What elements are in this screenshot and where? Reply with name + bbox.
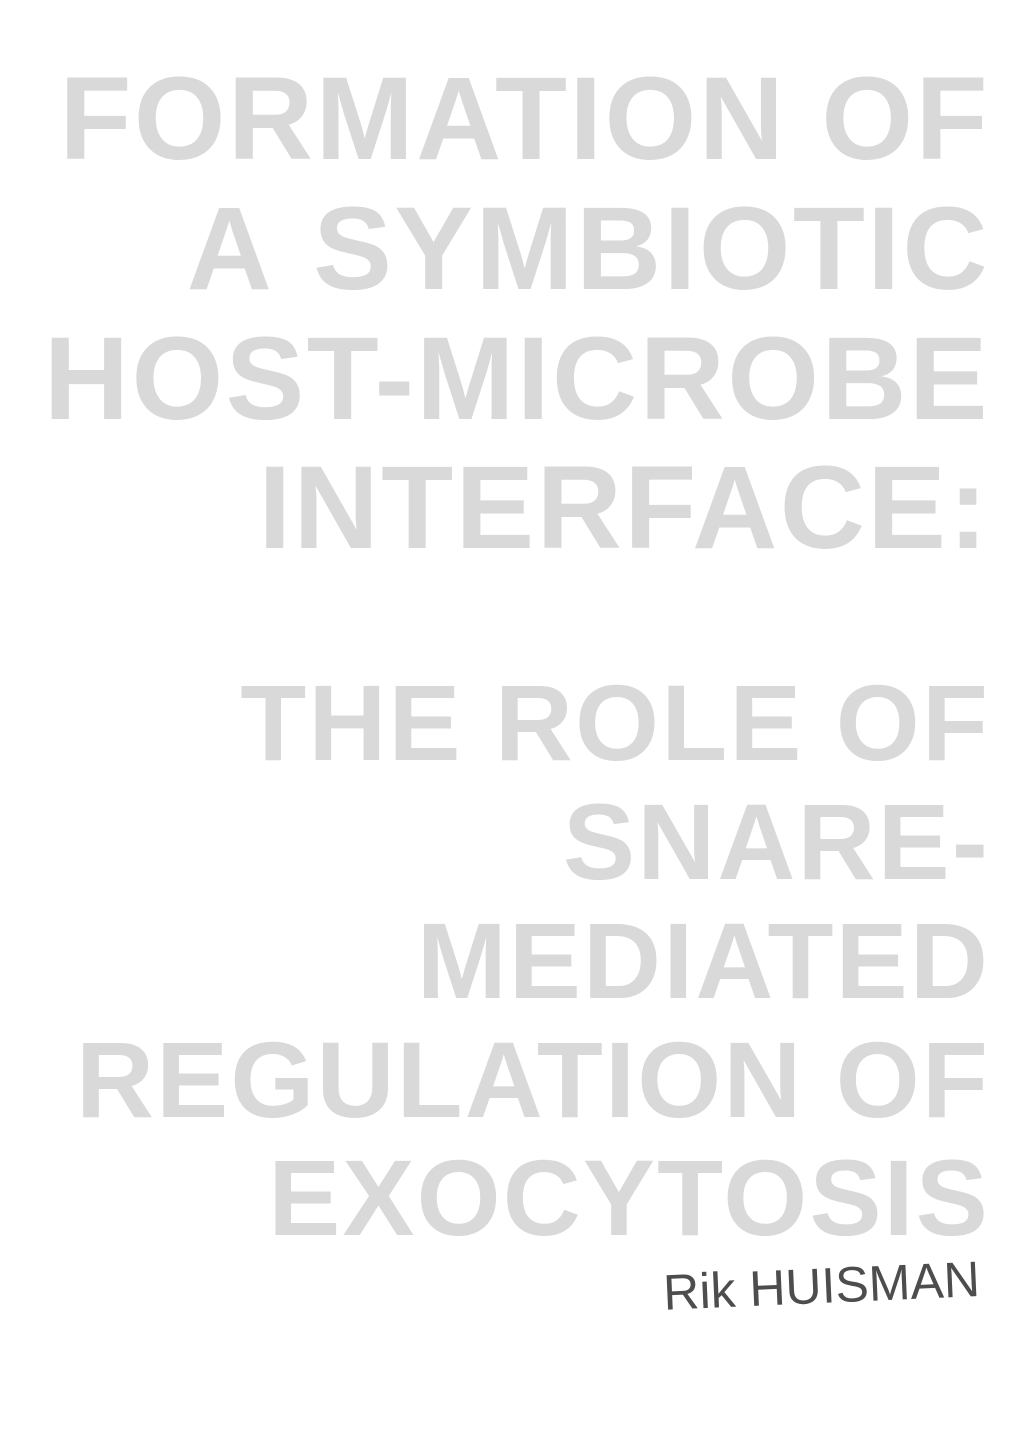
subtitle-line-2: SNARE-MEDIATED xyxy=(30,783,990,1021)
title-line-1: FORMATION OF xyxy=(44,55,990,185)
author-last-name: HUISMAN xyxy=(748,1251,981,1317)
subtitle-block: THE ROLE OF SNARE-MEDIATED REGULATION OF… xyxy=(30,664,990,1258)
title-line-2: ASYMBIOTIC xyxy=(44,185,990,315)
title-line-2a: A xyxy=(187,183,314,315)
subtitle-line-3: REGULATION OF xyxy=(30,1021,990,1140)
main-title-block: FORMATION OF ASYMBIOTIC HOST-MICROBE INT… xyxy=(44,55,990,574)
page-container: FORMATION OF ASYMBIOTIC HOST-MICROBE INT… xyxy=(0,0,1020,1439)
subtitle-line-1: THE ROLE OF xyxy=(30,664,990,783)
title-line-3: HOST-MICROBE xyxy=(44,315,990,445)
author-first-name: Rik xyxy=(662,1262,737,1321)
author-name: Rik HUISMAN xyxy=(662,1250,981,1322)
subtitle-line-4: EXOCYTOSIS xyxy=(30,1139,990,1258)
title-line-2b: SYMBIOTIC xyxy=(313,183,990,315)
title-line-4: INTERFACE: xyxy=(44,444,990,574)
